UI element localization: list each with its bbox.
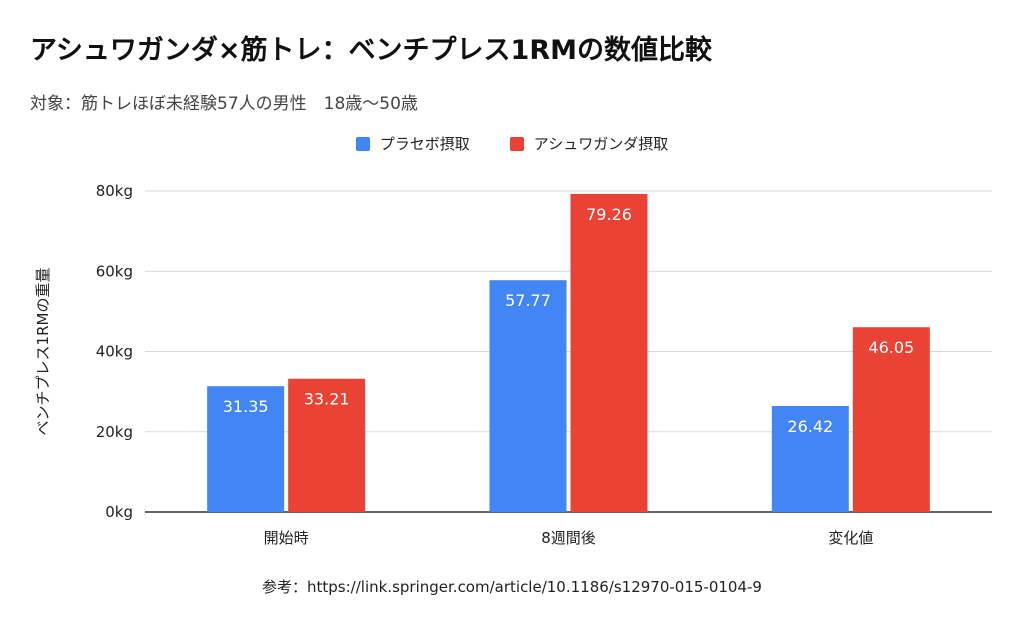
legend-item-ashwagandha[interactable]: アシュワガンダ摂取 [509,133,669,154]
x-tick-label: 変化値 [828,529,873,547]
data-label: 31.35 [223,397,269,416]
y-tick-label: 20kg [96,423,133,441]
chart-title: アシュワガンダ×筋トレ：ベンチプレス1RMの数値比較 [30,35,712,66]
y-tick-label: 40kg [96,343,133,361]
legend-item-placebo[interactable]: プラセボ摂取 [355,133,470,154]
y-axis-label: ベンチプレス1RMの重量 [34,268,52,436]
x-tick-label: 開始時 [264,529,309,547]
data-label: 33.21 [304,390,350,409]
bar [570,193,648,513]
x-tick-label: 8週間後 [541,529,596,547]
source-note: 参考：https://link.springer.com/article/10.… [262,578,762,596]
data-label: 46.05 [868,338,914,357]
bar [489,280,567,512]
chart-subtitle: 対象：筋トレほぼ未経験57人の男性 18歳〜50歳 [30,94,418,114]
y-tick-label: 80kg [96,182,133,200]
legend: プラセボ摂取 アシュワガンダ摂取 [0,133,1024,154]
data-label: 79.26 [586,205,632,224]
y-tick-label: 60kg [96,262,133,280]
legend-label-placebo: プラセボ摂取 [379,135,470,153]
legend-swatch-placebo [355,136,370,151]
data-label: 57.77 [505,291,551,310]
bar [771,405,849,512]
data-label: 26.42 [787,417,833,436]
y-tick-label: 0kg [105,503,133,521]
legend-label-ashwagandha: アシュワガンダ摂取 [533,135,669,153]
bar [288,378,366,512]
bar [852,327,930,512]
bar [207,386,285,512]
legend-swatch-ashwagandha [509,136,524,151]
